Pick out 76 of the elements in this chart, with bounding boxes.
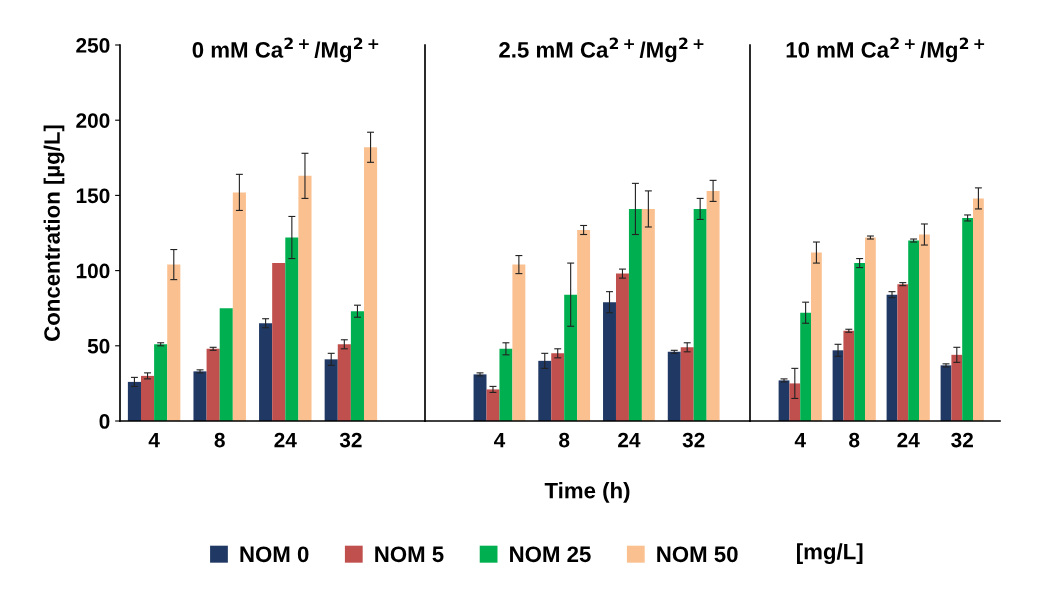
bar: [473, 374, 487, 421]
text: [mg/L]: [797, 543, 863, 565]
x-tick-label: 8: [559, 432, 570, 448]
bar: [940, 365, 952, 421]
bar: [615, 273, 629, 421]
bar: [865, 237, 876, 421]
legend-label: NOM 25: [510, 546, 591, 563]
x-tick-label: 24: [274, 432, 297, 448]
bar: [232, 192, 246, 421]
y-axis-title: Concentration [µg/L]: [43, 125, 65, 341]
y-tick-label: 250: [76, 38, 110, 53]
bar: [897, 284, 909, 421]
bar: [951, 354, 963, 421]
bar: [551, 353, 565, 421]
bar: [337, 344, 351, 421]
bar: [706, 190, 720, 421]
bar: [603, 302, 616, 421]
y-tick-label: 100: [76, 263, 110, 279]
bar: [193, 371, 207, 421]
bar: [811, 252, 822, 421]
x-tick-label: 8: [849, 432, 860, 448]
x-tick-label: 32: [951, 432, 973, 448]
y-tick-label: 0: [99, 414, 110, 429]
bar: [538, 360, 552, 421]
bar: [667, 351, 681, 421]
bar: [962, 217, 973, 421]
bar: [140, 375, 155, 421]
bar: [680, 347, 694, 421]
legend-label: NOM 5: [375, 546, 444, 563]
bar: [219, 308, 233, 421]
legend-label: NOM 0: [240, 546, 309, 563]
y-tick-label: 150: [76, 188, 110, 204]
bar: [285, 237, 299, 421]
bar: [854, 263, 866, 421]
bar: [127, 381, 141, 421]
bar: [843, 330, 855, 421]
bar: [886, 294, 898, 421]
bar: [800, 312, 812, 421]
chart-title: 0 mM Ca$^{2+}$/Mg$^{2+}$: [192, 37, 379, 63]
y-tick-label: 200: [76, 113, 110, 128]
x-tick-label: 8: [214, 432, 225, 448]
x-tick-label: 4: [794, 432, 806, 448]
bar: [908, 240, 920, 421]
bar: [272, 263, 286, 421]
bar: [778, 380, 790, 421]
bar: [628, 208, 642, 421]
bar: [577, 229, 591, 421]
bar: [564, 294, 578, 421]
bar: [167, 264, 181, 421]
bar: [512, 264, 526, 421]
bar: [919, 234, 930, 421]
bar: [350, 311, 364, 421]
x-tick-label: 4: [493, 432, 506, 448]
bar: [259, 323, 273, 421]
legend-label: NOM 50: [657, 546, 738, 563]
bar: [641, 208, 655, 421]
bar: [832, 350, 844, 421]
x-tick-label: 24: [618, 432, 641, 448]
chart-title: 10 mM Ca$^{2+}$/Mg$^{2+}$: [786, 37, 985, 63]
x-axis-title: Time (h): [544, 482, 630, 503]
bar: [693, 208, 707, 421]
x-tick-label: 32: [339, 432, 362, 448]
x-tick-label: 32: [682, 432, 705, 448]
bar: [364, 147, 378, 421]
bar: [486, 389, 500, 421]
bar: [298, 175, 312, 421]
chart-title: 2.5 mM Ca$^{2+}$/Mg$^{2+}$: [499, 37, 704, 63]
bar: [324, 359, 338, 421]
bar: [154, 344, 168, 421]
bar: [499, 348, 513, 421]
x-tick-label: 24: [897, 432, 920, 448]
x-tick-label: 4: [148, 432, 160, 448]
bar: [789, 383, 801, 421]
bar: [206, 348, 220, 421]
y-tick-label: 50: [87, 338, 110, 354]
bar: [973, 198, 984, 421]
